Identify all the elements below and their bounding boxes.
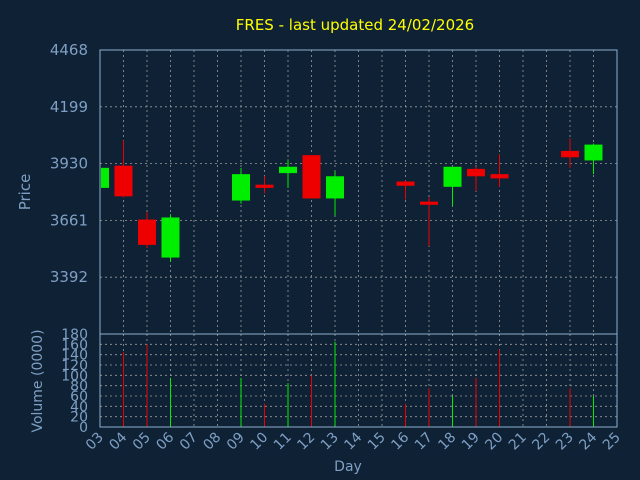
volume-tick-label: 100: [61, 368, 88, 384]
candle-body: [490, 174, 509, 179]
candle-body: [326, 176, 344, 199]
volume-tick-label: 60: [70, 389, 88, 405]
volume-tick-label: 140: [61, 348, 88, 364]
candle-body: [420, 201, 438, 205]
volume-tick-label: 40: [70, 399, 88, 415]
candle-body: [396, 181, 415, 186]
candle-body: [279, 166, 297, 174]
volume-tick-label: 160: [61, 337, 88, 353]
volume-tick-label: 80: [70, 379, 88, 395]
volume-axis-label: Volume (0000): [30, 329, 46, 432]
candle-body: [561, 150, 579, 158]
candle-body: [114, 165, 133, 197]
price-candles: [99, 138, 603, 262]
x-axis: 03 04 05 06 07 08 09 10 11 12 13 14 15 16 17 18 19 20 21 22…: [83, 429, 624, 453]
volume-panel-frame: [99, 333, 618, 428]
candle-body: [584, 144, 603, 161]
price-tick-label: 4199: [50, 98, 88, 116]
candle-body: [302, 155, 321, 199]
candle-body: [138, 219, 156, 245]
volume-tick-label: 120: [61, 358, 88, 374]
price-tick-label: 3930: [50, 155, 88, 173]
price-tick-label: 3661: [50, 211, 88, 229]
price-tick-label: 4468: [50, 41, 88, 59]
candle-body: [161, 217, 180, 258]
chart-title: FRES - last updated 24/02/2026: [236, 16, 474, 34]
candle-body: [467, 168, 485, 177]
candle-body: [255, 184, 274, 188]
candle-body: [443, 166, 462, 187]
candle-body: [101, 167, 109, 188]
price-axis-label: Price: [16, 174, 34, 211]
volume-tick-label: 180: [61, 327, 88, 343]
price-axis: 3392 3661 3930 4199 4468: [50, 41, 88, 286]
price-tick-label: 3392: [50, 268, 88, 286]
x-axis-label: Day: [334, 459, 362, 475]
candle-body: [232, 174, 250, 201]
volume-tick-label: 20: [70, 410, 88, 426]
volume-tick-label: 0: [79, 420, 88, 436]
